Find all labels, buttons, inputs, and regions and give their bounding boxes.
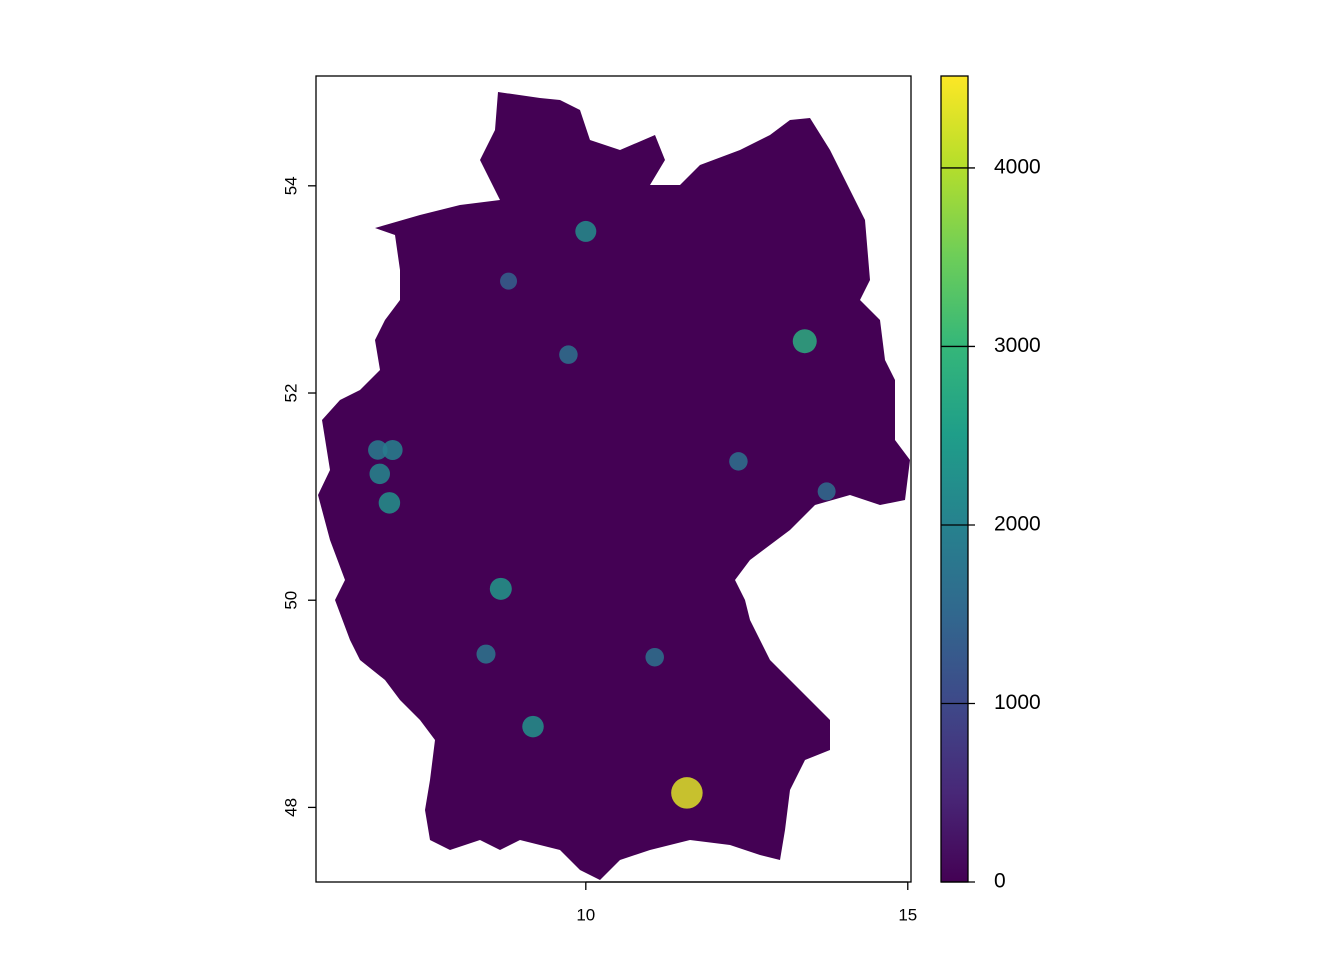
density-hotspot — [489, 577, 512, 600]
density-hotspot — [522, 715, 544, 738]
x-tick-label: 10 — [576, 905, 595, 924]
density-hotspot — [378, 492, 401, 514]
density-hotspot — [368, 440, 388, 460]
y-tick-label: 52 — [281, 384, 300, 403]
colorbar — [940, 75, 969, 883]
density-hotspot — [559, 345, 578, 364]
density-hotspot — [729, 452, 748, 471]
density-hotspot — [817, 482, 836, 501]
germany-raster — [318, 92, 910, 880]
density-hotspot — [575, 220, 597, 242]
colorbar-tick-label: 0 — [994, 870, 1006, 893]
density-hotspot — [476, 644, 496, 664]
colorbar-tick-label: 1000 — [994, 691, 1041, 714]
x-tick-label: 15 — [898, 905, 917, 924]
y-tick-label: 50 — [281, 591, 300, 610]
density-hotspot — [792, 329, 817, 354]
colorbar-tick-label: 4000 — [994, 155, 1041, 178]
density-hotspot — [382, 439, 403, 460]
colorbar-tick-label: 3000 — [994, 334, 1041, 357]
density-hotspot — [500, 272, 518, 290]
colorbar-tick-label: 2000 — [994, 513, 1041, 536]
y-tick-label: 48 — [281, 798, 300, 817]
density-hotspot — [671, 777, 703, 809]
y-tick-label: 54 — [281, 176, 300, 195]
density-hotspot — [645, 647, 664, 667]
density-hotspot — [369, 463, 390, 485]
